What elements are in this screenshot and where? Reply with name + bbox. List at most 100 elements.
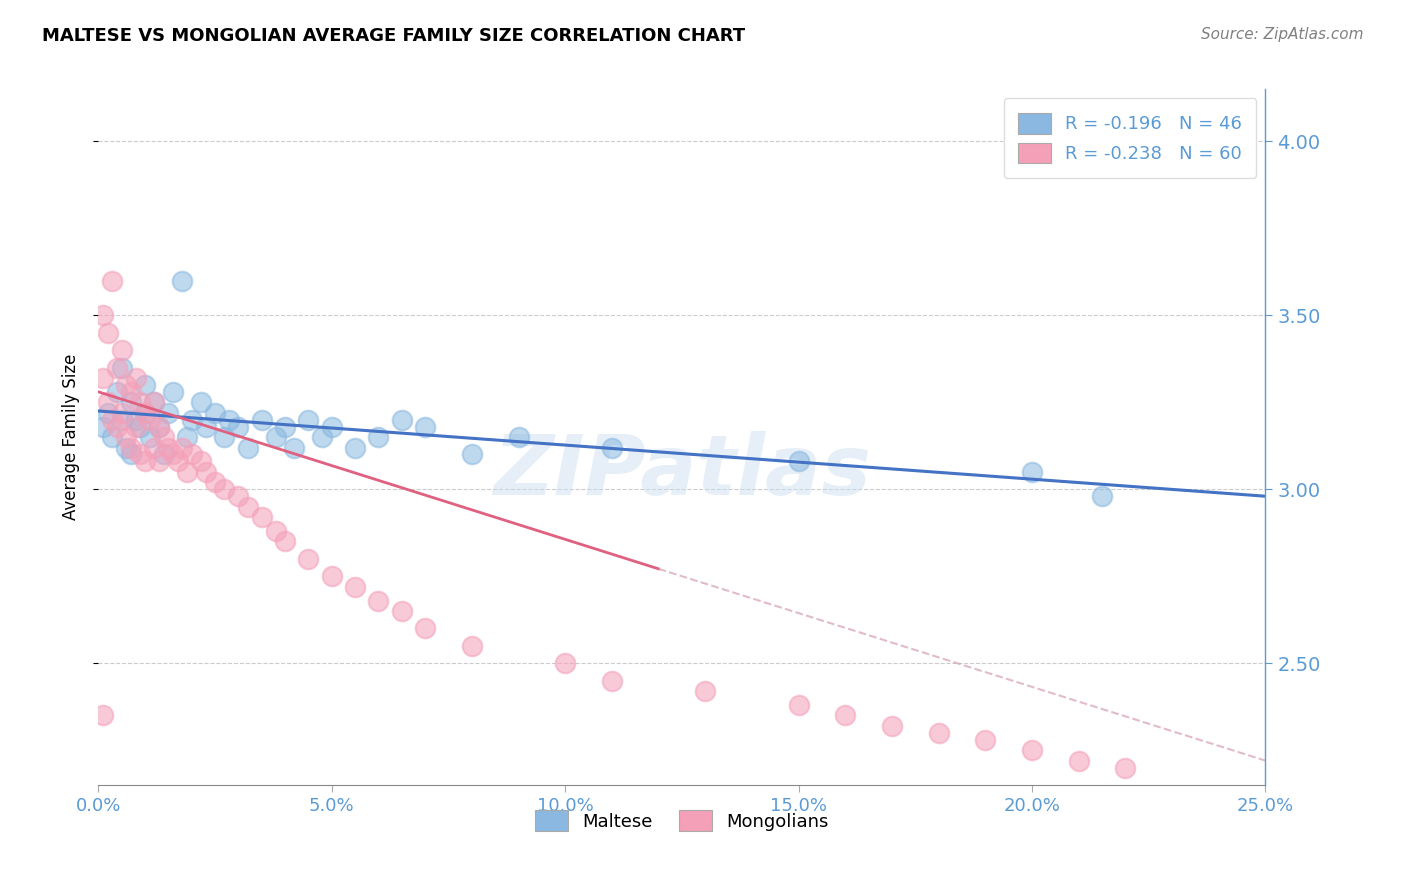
Point (148, 419, 170, 434)
Point (1091, 489, 1114, 503)
Point (176, 430, 198, 444)
Point (264, 524, 287, 538)
Point (321, 569, 343, 583)
Point (134, 454, 156, 468)
Point (129, 447, 152, 461)
Point (101, 273, 124, 287)
Point (204, 475, 226, 490)
Point (1021, 743, 1043, 757)
Point (391, 604, 413, 618)
Point (834, 708, 856, 723)
Point (120, 384, 142, 399)
Point (97, 406, 120, 420)
Point (787, 454, 810, 468)
Point (974, 732, 997, 747)
Point (120, 395, 142, 409)
Point (391, 412, 413, 426)
Point (166, 454, 188, 468)
Point (143, 441, 166, 455)
Point (134, 406, 156, 420)
Point (190, 395, 212, 409)
Point (194, 465, 217, 479)
Point (134, 406, 156, 420)
Point (236, 441, 259, 455)
Point (367, 430, 389, 444)
Point (344, 580, 367, 594)
Point (101, 430, 124, 444)
Point (115, 378, 138, 392)
Point (157, 406, 180, 420)
Point (172, 273, 194, 287)
Point (91, 371, 114, 385)
Point (176, 465, 198, 479)
Point (180, 412, 202, 426)
Point (125, 412, 148, 426)
Point (111, 360, 134, 375)
Point (97, 395, 120, 409)
Point (157, 441, 180, 455)
Point (236, 500, 259, 514)
Point (180, 447, 202, 461)
Legend: Maltese, Mongolians: Maltese, Mongolians (520, 796, 844, 846)
Point (111, 406, 134, 420)
Point (139, 430, 162, 444)
Point (125, 371, 148, 385)
Point (413, 419, 436, 434)
Point (194, 419, 217, 434)
Point (139, 412, 162, 426)
Point (172, 441, 194, 455)
Point (1021, 465, 1043, 479)
Point (105, 384, 128, 399)
Point (115, 441, 138, 455)
Point (228, 489, 250, 503)
Point (274, 419, 297, 434)
Point (190, 454, 212, 468)
Point (120, 447, 142, 461)
Point (311, 430, 333, 444)
Point (91, 309, 114, 323)
Point (250, 412, 273, 426)
Point (91, 419, 114, 434)
Point (111, 343, 134, 358)
Point (143, 395, 166, 409)
Point (115, 430, 138, 444)
Point (162, 384, 184, 399)
Point (695, 684, 717, 698)
Point (204, 406, 226, 420)
Point (274, 534, 297, 549)
Point (554, 656, 576, 670)
Text: MALTESE VS MONGOLIAN AVERAGE FAMILY SIZE CORRELATION CHART: MALTESE VS MONGOLIAN AVERAGE FAMILY SIZE… (42, 27, 745, 45)
Point (214, 430, 236, 444)
Point (1067, 754, 1090, 768)
Point (264, 430, 287, 444)
Point (297, 551, 319, 566)
Point (228, 419, 250, 434)
Point (600, 441, 623, 455)
Point (367, 593, 389, 607)
Point (129, 395, 152, 409)
Point (105, 419, 128, 434)
Point (787, 698, 810, 712)
Point (283, 441, 305, 455)
Point (344, 441, 367, 455)
Point (461, 447, 484, 461)
Point (508, 430, 530, 444)
Point (880, 719, 903, 733)
Point (162, 447, 184, 461)
Point (148, 419, 170, 434)
Point (152, 430, 174, 444)
Point (250, 510, 273, 524)
Point (111, 412, 134, 426)
Point (105, 360, 128, 375)
Point (148, 454, 170, 468)
Text: Source: ZipAtlas.com: Source: ZipAtlas.com (1201, 27, 1364, 42)
Point (1114, 760, 1136, 774)
Point (143, 395, 166, 409)
Point (134, 378, 156, 392)
Point (321, 419, 343, 434)
Point (928, 726, 950, 740)
Point (125, 419, 148, 434)
Point (129, 419, 152, 434)
Text: ZIPatlas: ZIPatlas (494, 432, 870, 512)
Y-axis label: Average Family Size: Average Family Size (62, 354, 80, 520)
